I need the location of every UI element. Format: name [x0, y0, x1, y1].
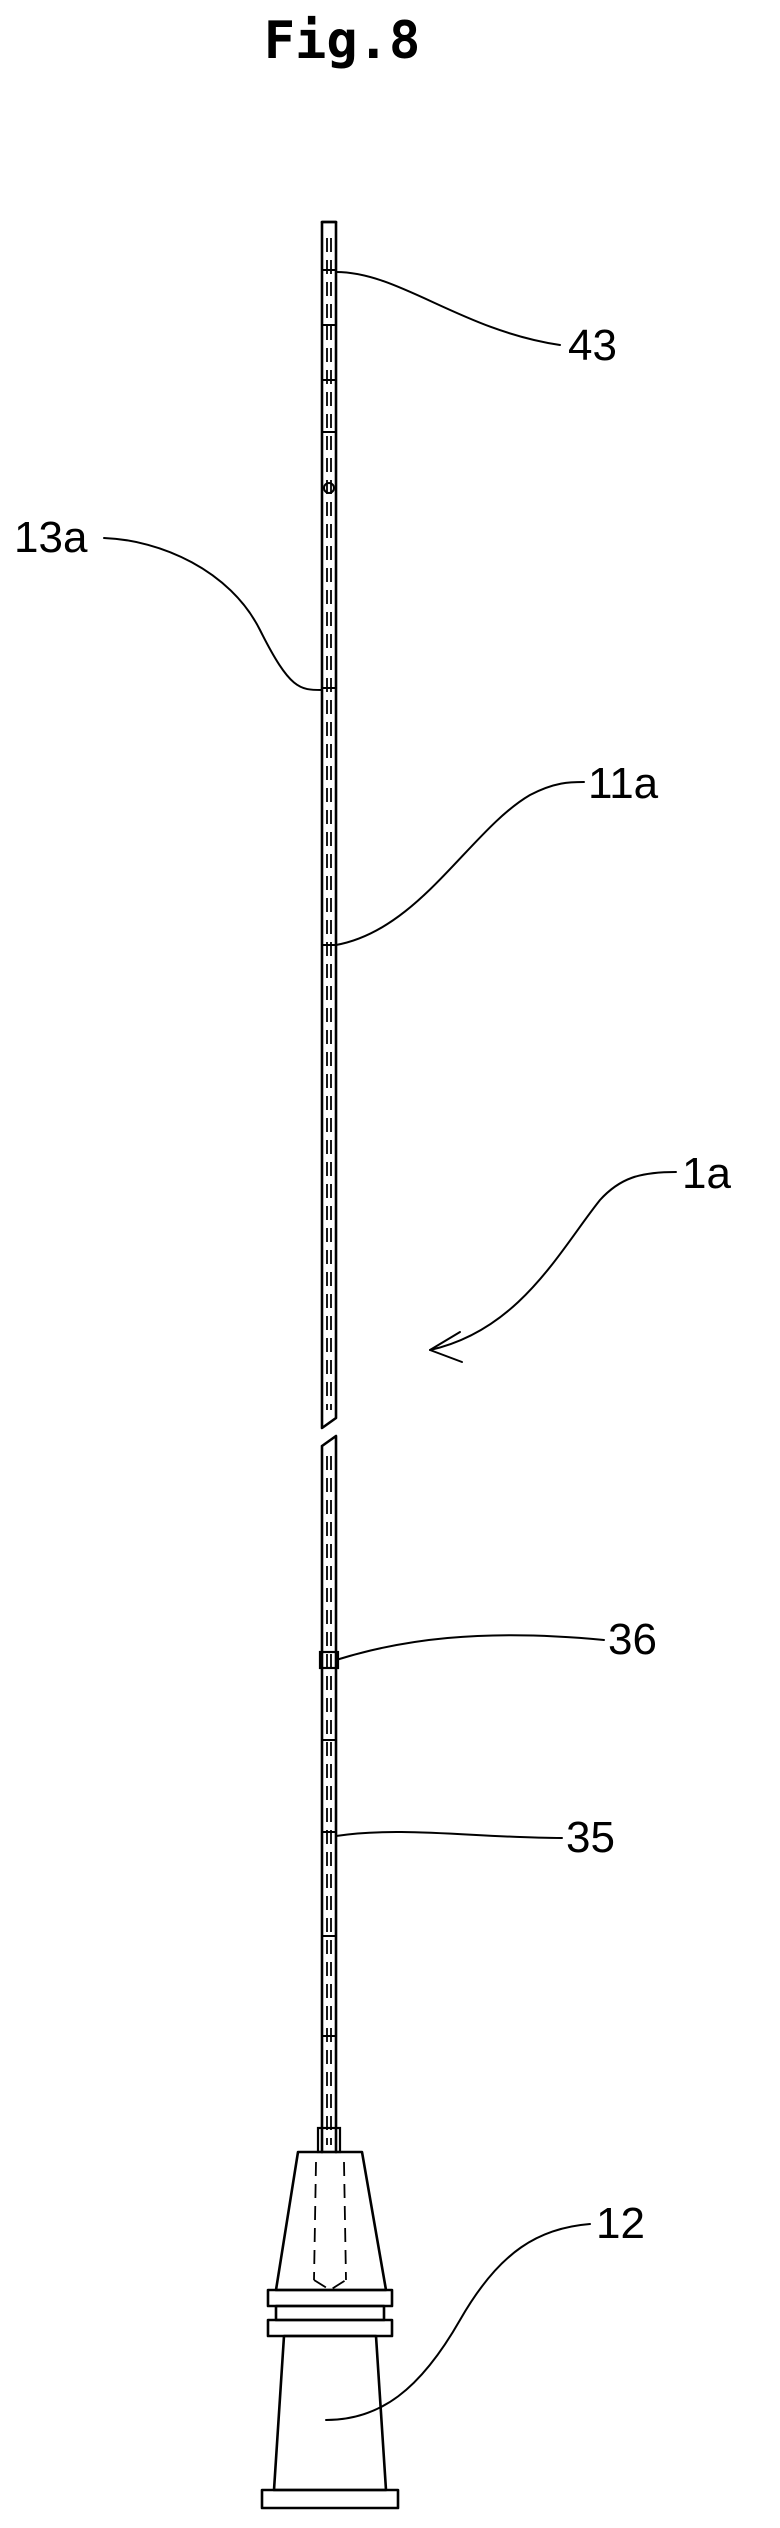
- hub-flange-ring-bottom: [268, 2320, 392, 2336]
- leader-arrow-1a: [430, 1172, 676, 1350]
- hub-flange-ring-top: [268, 2290, 392, 2306]
- figure-title: Fig.8: [264, 11, 421, 71]
- leader-line-36: [336, 1635, 604, 1660]
- label-12: 12: [596, 2199, 645, 2248]
- leader-line-12: [326, 2224, 590, 2420]
- needle-lower-segment: [318, 1436, 340, 2152]
- tip-graduation-marks: [322, 270, 336, 945]
- label-1a: 1a: [682, 1149, 731, 1198]
- lower-tube-outline: [322, 1436, 336, 2152]
- upper-tube-outline: [322, 222, 336, 1428]
- label-36: 36: [608, 1615, 657, 1664]
- arrowhead-1a: [430, 1332, 462, 1362]
- label-13a: 13a: [14, 513, 88, 562]
- leader-line-35: [336, 1832, 562, 1838]
- leader-line-43: [336, 272, 560, 345]
- hub: [262, 2152, 398, 2508]
- hub-upper-taper: [276, 2152, 386, 2290]
- leader-line-13a: [104, 538, 322, 690]
- tip-marker-dot: [324, 483, 334, 493]
- hub-base-plate: [262, 2490, 398, 2508]
- label-35: 35: [566, 1813, 615, 1862]
- needle-upper-segment: [322, 222, 336, 1428]
- hub-bore-end: [314, 2280, 346, 2290]
- leader-line-11a: [336, 782, 584, 945]
- label-11a: 11a: [588, 759, 659, 808]
- hub-flange-gap: [276, 2306, 384, 2320]
- label-43: 43: [568, 321, 617, 370]
- hub-internal-bore: [314, 2162, 346, 2280]
